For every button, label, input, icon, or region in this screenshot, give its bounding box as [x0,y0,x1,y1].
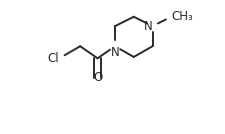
Text: Cl: Cl [47,52,59,65]
Text: CH₃: CH₃ [171,10,192,23]
Text: N: N [110,46,119,59]
Text: N: N [143,20,152,33]
Text: O: O [92,71,102,84]
